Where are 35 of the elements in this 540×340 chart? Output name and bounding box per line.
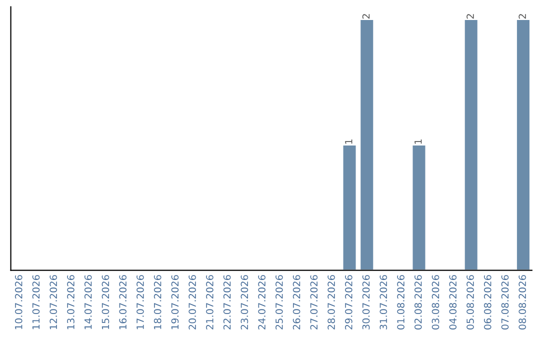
data-label: 2 [518, 14, 526, 19]
x-tick-label: 31.07.2026 [380, 275, 388, 330]
x-tick-label: 25.07.2026 [276, 275, 283, 330]
x-tick-label: 15.07.2026 [102, 275, 110, 330]
x-tick-label: 13.07.2026 [67, 275, 74, 330]
x-tick-label: 05.08.2026 [466, 275, 474, 330]
x-tick-label: 01.08.2026 [397, 275, 404, 330]
x-tick-label: 30.07.2026 [362, 275, 370, 330]
x-tick-label: 18.07.2026 [154, 275, 162, 330]
x-tick-label: 03.08.2026 [432, 275, 440, 330]
x-tick-label: 21.07.2026 [206, 275, 214, 330]
x-tick-label: 06.08.2026 [484, 275, 492, 330]
data-label: 2 [466, 14, 474, 19]
x-tick-label: 08.08.2026 [518, 275, 526, 330]
x-tick-label: 12.07.2026 [50, 275, 58, 330]
data-label: 1 [414, 140, 422, 144]
x-tick-label: 11.07.2026 [32, 275, 40, 330]
x-tick-label: 28.07.2026 [328, 275, 335, 330]
x-tick-label: 27.07.2026 [310, 275, 318, 330]
x-tick-label: 10.07.2026 [14, 275, 22, 330]
x-tick-label: 23.07.2026 [240, 275, 248, 330]
x-tick-label: 26.07.2026 [292, 275, 300, 330]
x-tick-label: 20.07.2026 [188, 275, 196, 330]
x-tick-label: 29.07.2026 [344, 275, 352, 330]
data-label: 2 [362, 14, 370, 19]
x-tick-label: 24.07.2026 [258, 275, 266, 330]
x-tick-label: 22.07.2026 [223, 275, 231, 330]
x-tick-label: 14.07.2026 [84, 275, 92, 330]
x-tick-label: 17.07.2026 [136, 275, 144, 330]
x-tick-label: 04.08.2026 [449, 275, 457, 330]
data-label: 1 [345, 140, 352, 144]
x-tick-label: 02.08.2026 [414, 275, 422, 330]
x-tick-label: 16.07.2026 [119, 275, 127, 330]
x-tick-label: 07.08.2026 [501, 275, 509, 330]
x-tick-label: 19.07.2026 [171, 275, 179, 330]
